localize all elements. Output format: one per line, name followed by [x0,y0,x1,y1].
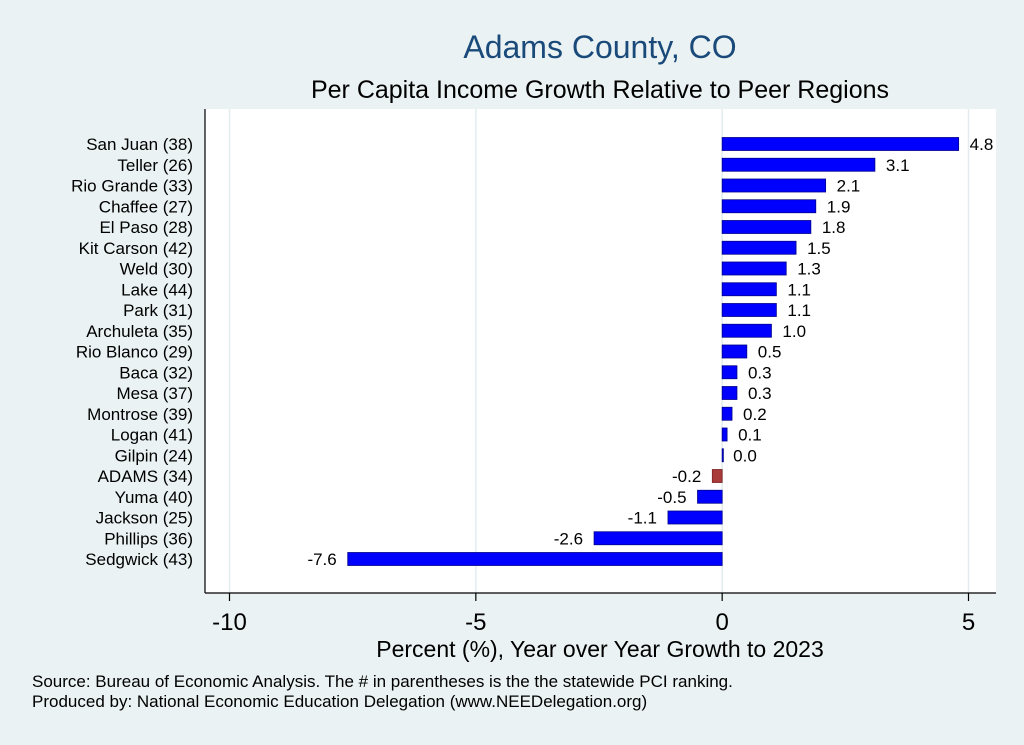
category-label: Sedgwick (43) [85,550,193,569]
category-label: Montrose (39) [87,405,193,424]
data-label: -7.6 [307,550,336,569]
data-label: 1.0 [782,322,806,341]
bar [721,220,812,234]
bar [721,427,728,442]
category-label: Mesa (37) [116,384,193,403]
category-label: Rio Blanco (29) [76,343,193,362]
category-label: Baca (32) [119,363,193,382]
chart-subtitle: Per Capita Income Growth Relative to Pee… [311,76,889,104]
data-label: 1.5 [807,239,831,258]
category-label: Park (31) [123,301,193,320]
bar [721,365,738,380]
data-label: 0.0 [733,446,757,465]
bar [721,261,787,276]
category-label: Jackson (25) [96,509,193,528]
category-label: Kit Carson (42) [79,239,193,258]
data-label: -2.6 [554,529,583,548]
data-label: 3.1 [886,156,910,175]
source-note: Source: Bureau of Economic Analysis. The… [32,672,733,691]
category-label: Rio Grande (33) [71,177,193,196]
category-label: Lake (44) [121,280,193,299]
x-tick-label: 5 [962,609,975,636]
bar [721,386,738,400]
data-label: 1.9 [827,197,851,216]
data-label: 1.1 [787,280,811,299]
bar [721,448,724,463]
x-tick-label: 0 [715,609,728,636]
x-tick-label: -5 [465,609,486,636]
category-label: El Paso (28) [99,218,193,237]
data-label: 1.8 [822,218,846,237]
data-label: 4.8 [970,135,994,154]
data-label: 1.1 [787,301,811,320]
bar [721,282,777,297]
data-label: 2.1 [837,177,861,196]
category-label: ADAMS (34) [98,467,193,486]
x-axis-label: Percent (%), Year over Year Growth to 20… [376,636,824,662]
data-label: 1.3 [797,260,821,279]
bar [721,406,733,421]
bar [347,552,723,566]
x-tick-label: -10 [212,609,247,636]
data-label: 0.3 [748,363,772,382]
bar [697,489,723,504]
data-label: -0.2 [672,467,701,486]
bar [721,137,960,151]
data-label: 0.3 [748,384,772,403]
bar [667,510,723,525]
category-label: Logan (41) [111,426,193,445]
bar [721,240,797,255]
category-label: Archuleta (35) [86,322,193,341]
data-label: 0.5 [758,343,782,362]
category-label: San Juan (38) [86,135,193,154]
category-label: Gilpin (24) [115,446,193,465]
bar [593,531,723,546]
data-label: 0.1 [738,426,762,445]
bar [721,199,817,214]
data-label: -1.1 [628,509,657,528]
data-label: 0.2 [743,405,767,424]
plot-area [205,109,996,593]
bar [721,178,827,193]
producer-note: Produced by: National Economic Education… [32,692,648,711]
bar [721,344,748,359]
data-label: -0.5 [657,488,686,507]
category-label: Weld (30) [120,260,193,279]
category-label: Yuma (40) [115,488,193,507]
chart-title: Adams County, CO [463,29,736,65]
category-label: Teller (26) [117,156,193,175]
category-label: Chaffee (27) [99,197,193,216]
bar [721,303,777,317]
bar [721,157,876,172]
bar [721,323,772,338]
category-label: Phillips (36) [104,529,193,548]
bar [711,469,723,483]
